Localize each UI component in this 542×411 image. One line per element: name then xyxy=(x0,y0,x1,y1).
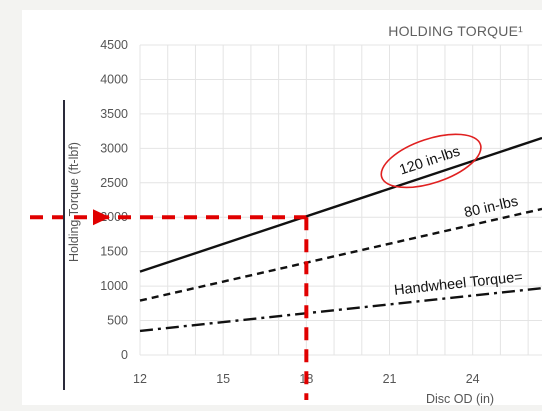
x-tick-label: 12 xyxy=(133,372,147,386)
y-tick-label: 3500 xyxy=(100,107,128,121)
grid-lines xyxy=(139,44,542,356)
chart-card xyxy=(22,10,542,405)
highlight-ellipse xyxy=(380,133,482,189)
y-tick-label: 3000 xyxy=(100,141,128,155)
y-tick-label: 4500 xyxy=(100,38,128,52)
y-tick-label: 0 xyxy=(121,348,128,362)
annotations xyxy=(30,100,482,400)
x-tick-label: 21 xyxy=(383,372,397,386)
series-line xyxy=(139,286,542,333)
series-line xyxy=(139,207,542,302)
x-axis-title: Disc OD (in) xyxy=(426,392,494,406)
x-tick-label: 24 xyxy=(466,372,480,386)
series-lines xyxy=(139,136,542,333)
y-tick-labels: 0 500 1000 1500 2000 2500 3000 3500 4000 4500 xyxy=(100,38,128,362)
x-tick-labels: 1215182124 xyxy=(133,372,480,386)
series-label: Handwheel Torque= xyxy=(393,269,523,299)
y-tick-label: 4000 xyxy=(100,72,128,86)
y-tick-label: 2000 xyxy=(100,210,128,224)
arrow-head-icon xyxy=(93,209,110,226)
y-tick-label: 500 xyxy=(107,314,128,328)
x-tick-label: 15 xyxy=(216,372,230,386)
y-tick-label: 1000 xyxy=(100,279,128,293)
chart-title: HOLDING TORQUE¹ xyxy=(388,23,523,39)
y-tick-label: 2500 xyxy=(100,176,128,190)
y-axis-title: Holding Torque (ft-lbf) xyxy=(67,142,81,262)
y-tick-label: 1500 xyxy=(100,245,128,259)
